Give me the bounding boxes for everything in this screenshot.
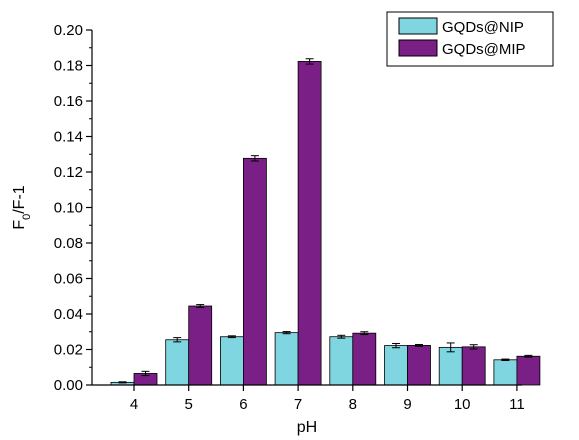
bar-nip [274, 332, 299, 386]
x-tick-label: 10 [454, 396, 471, 413]
y-axis-label-rest: /F-1 [11, 185, 28, 214]
bar-nip [384, 345, 408, 386]
y-tick-label: 0.06 [54, 271, 83, 288]
y-tick-label: 0.08 [54, 235, 83, 252]
y-tick-label: 0.00 [54, 377, 83, 394]
bar-mip [352, 332, 377, 386]
bars-group [110, 58, 541, 386]
legend-swatch-mip [398, 39, 438, 57]
legend: GQDs@NIP GQDs@MIP [386, 11, 554, 67]
bar-nip [165, 339, 190, 386]
y-tick-label: 0.12 [54, 164, 83, 181]
x-tick-label: 5 [185, 396, 193, 413]
legend-label-mip: GQDs@MIP [442, 41, 526, 58]
bar-mip [461, 346, 486, 386]
y-tick-label: 0.04 [54, 306, 83, 323]
legend-swatch-nip [398, 17, 438, 35]
bar-mip [407, 345, 431, 386]
ticks-group: 0.00 0.02 0.04 0.06 0.08 0.10 0.12 0.14 0.16 0.18… [54, 22, 525, 413]
bar-nip [438, 346, 463, 386]
y-tick-label: 0.02 [54, 342, 83, 359]
bar-mip [516, 355, 541, 386]
x-tick-label: 11 [509, 396, 525, 413]
y-tick-label: 0.18 [54, 58, 83, 75]
y-axis-label-subscript: 0 [21, 214, 33, 220]
x-tick-label: 4 [130, 396, 138, 413]
x-tick-label: 8 [349, 396, 357, 413]
bar-mip [242, 157, 267, 386]
x-tick-label: 6 [239, 396, 247, 413]
x-tick-label: 9 [403, 396, 411, 413]
y-tick-label: 0.16 [54, 93, 83, 110]
y-tick-label: 0.14 [54, 129, 83, 146]
x-tick-label: 7 [294, 396, 302, 413]
y-tick-label: 0.10 [54, 200, 83, 217]
x-axis-label: pH [297, 419, 317, 436]
bar-mip [297, 61, 322, 386]
legend-label-nip: GQDs@NIP [442, 19, 524, 36]
y-axis-label-main: F [11, 220, 28, 230]
bar-mip [188, 305, 213, 386]
bar-nip [329, 336, 354, 386]
bar-nip [493, 359, 518, 386]
y-tick-label: 0.20 [54, 22, 83, 39]
y-axis-label: F0/F-1 [11, 185, 33, 229]
bar-nip [219, 336, 244, 386]
